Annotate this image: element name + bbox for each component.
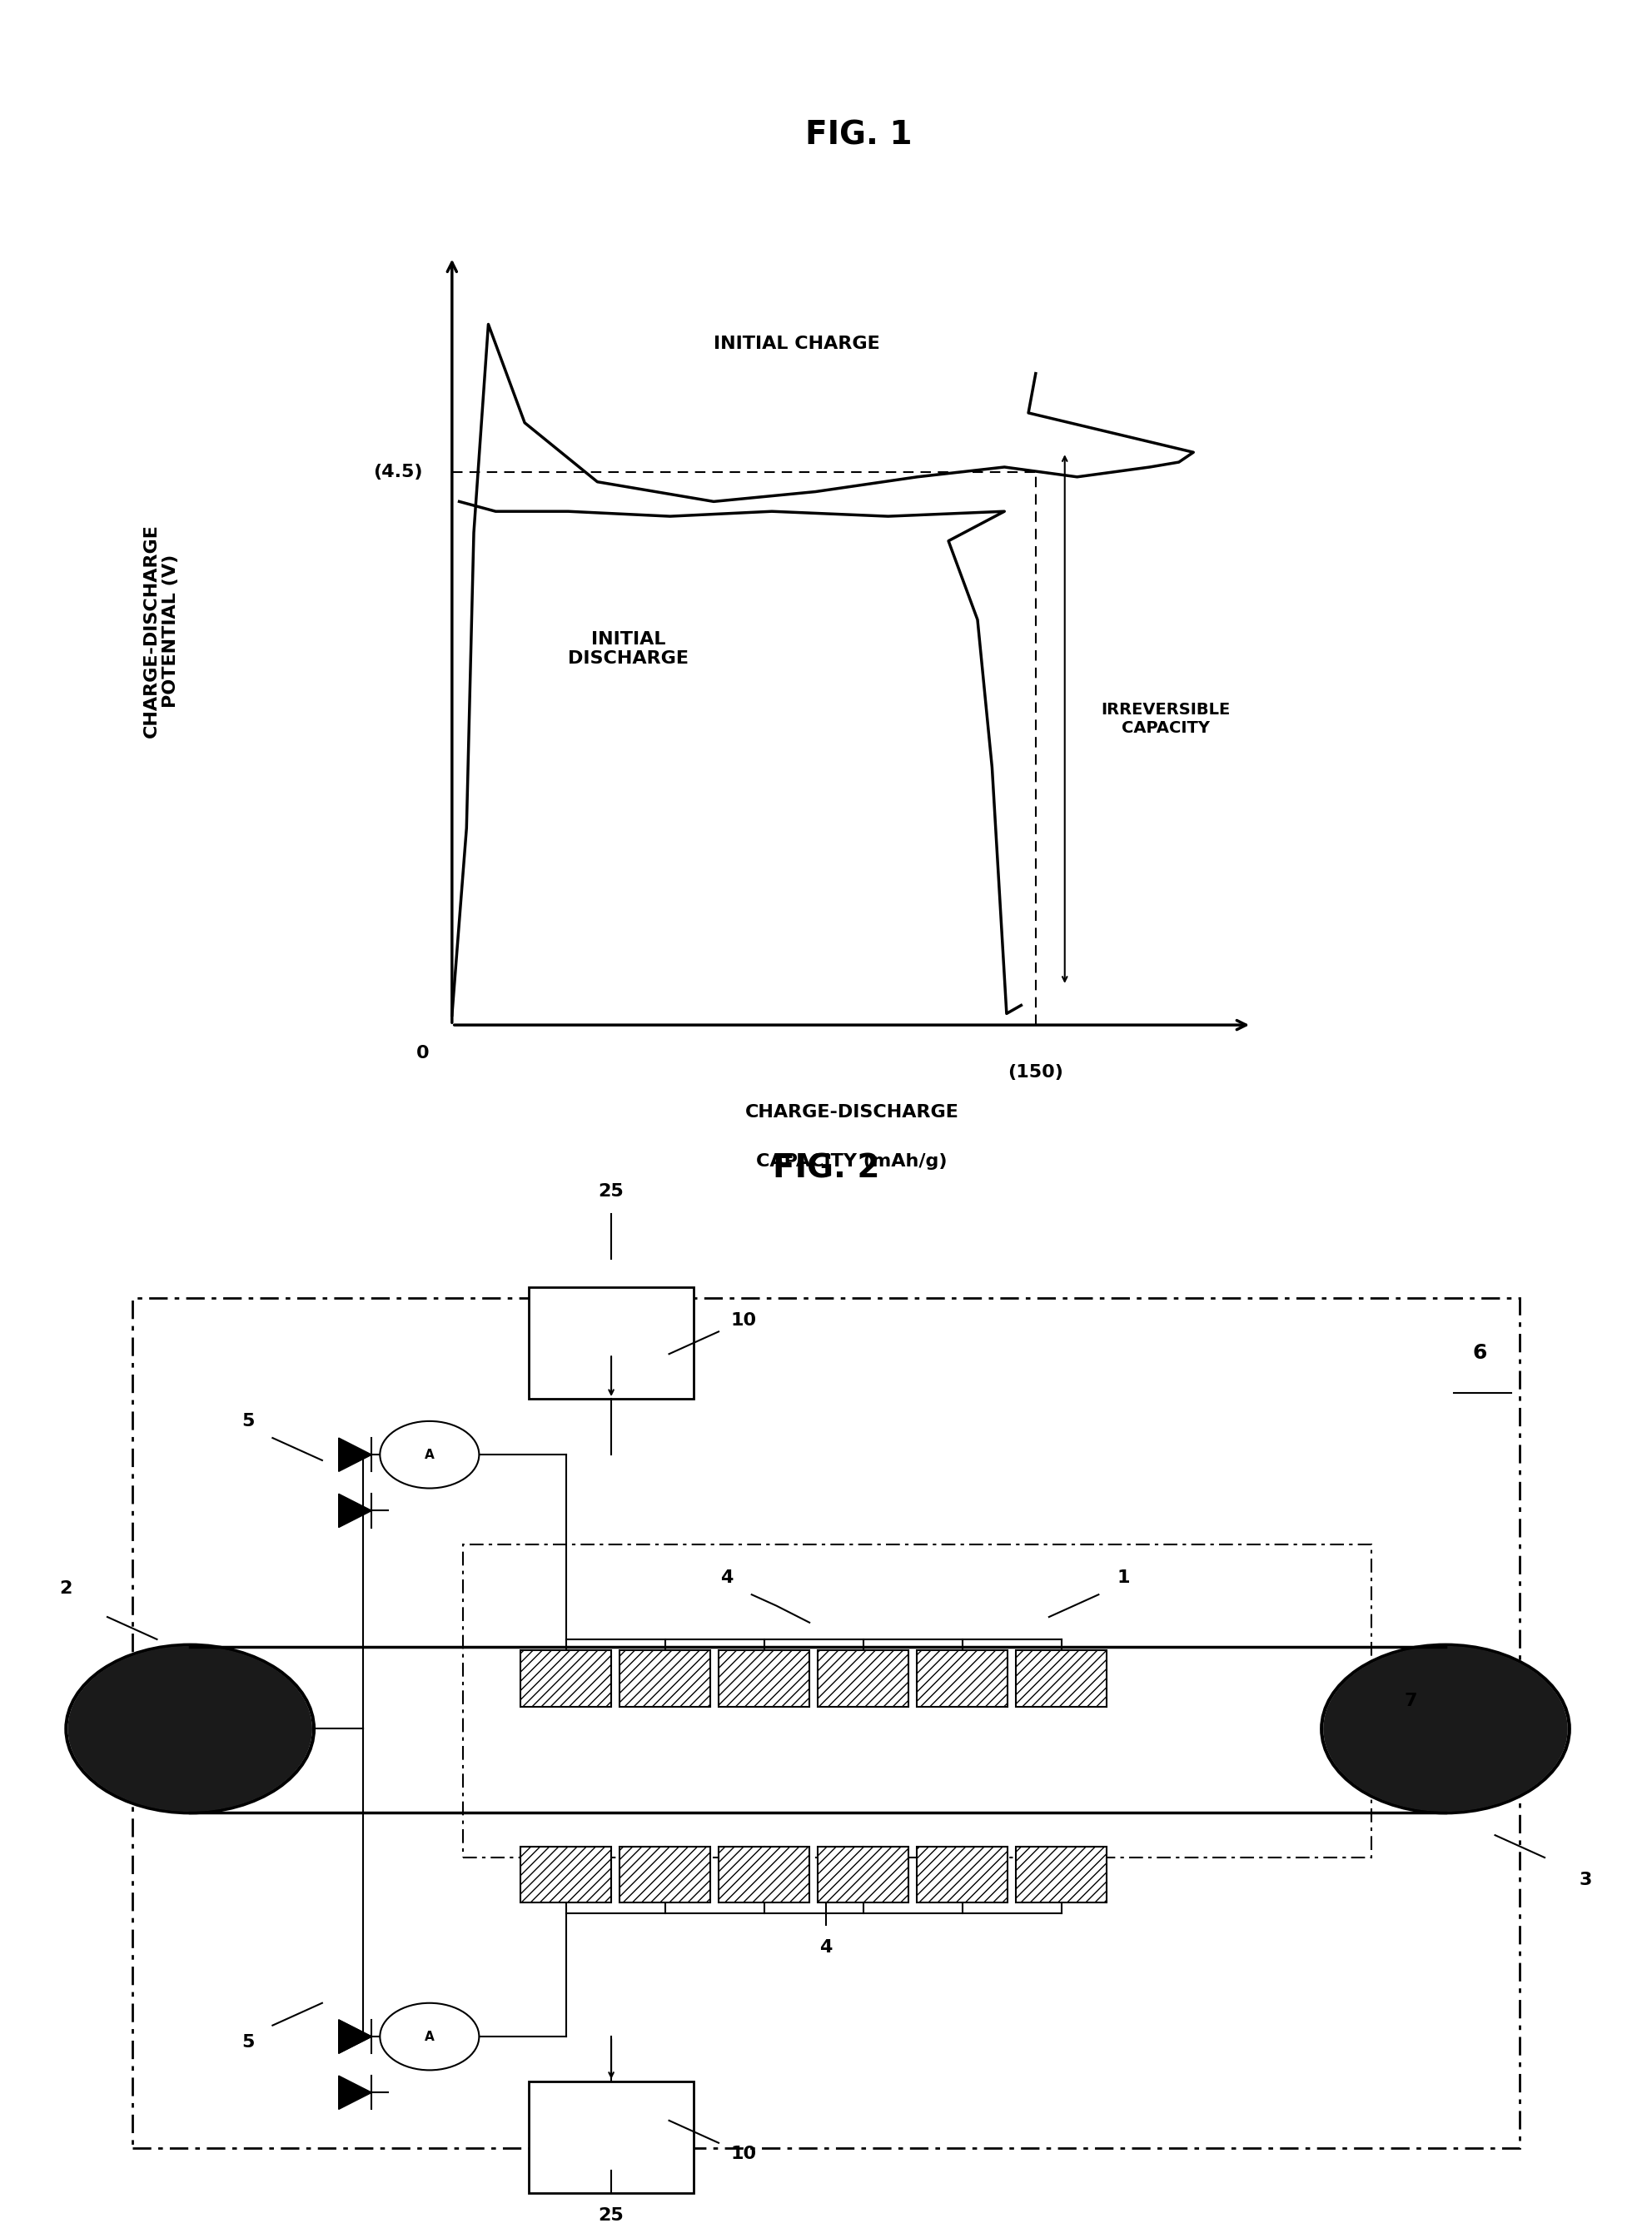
Text: 6: 6 [1472, 1343, 1487, 1363]
Text: (4.5): (4.5) [373, 463, 423, 481]
Circle shape [66, 1645, 314, 1813]
Bar [463, 1544, 1371, 1858]
Text: 2: 2 [59, 1580, 73, 1598]
Bar [132, 1298, 1520, 2148]
Text: INITIAL CHARGE: INITIAL CHARGE [714, 336, 881, 351]
Bar [719, 1652, 809, 1705]
Bar [620, 1652, 710, 1705]
Bar [818, 1846, 909, 1902]
Text: CHARGE-DISCHARGE: CHARGE-DISCHARGE [745, 1103, 958, 1121]
Bar [719, 1652, 809, 1705]
Circle shape [380, 2003, 479, 2070]
Text: A: A [425, 2030, 434, 2043]
Bar [620, 1652, 710, 1705]
Text: INITIAL
DISCHARGE: INITIAL DISCHARGE [568, 631, 689, 667]
Polygon shape [339, 1439, 372, 1473]
Bar [620, 1846, 710, 1902]
Bar [1016, 1846, 1107, 1902]
Text: 4: 4 [720, 1569, 733, 1587]
Text: 4: 4 [819, 1938, 833, 1956]
Text: (150): (150) [1008, 1065, 1064, 1081]
Polygon shape [339, 2021, 372, 2054]
Text: IRREVERSIBLE
CAPACITY: IRREVERSIBLE CAPACITY [1102, 703, 1231, 736]
Bar [917, 1652, 1008, 1705]
Bar [1016, 1652, 1107, 1705]
Circle shape [380, 1421, 479, 1488]
Text: CAPACITY (mAh/g): CAPACITY (mAh/g) [757, 1153, 947, 1170]
Polygon shape [339, 2021, 372, 2054]
Bar [520, 1846, 611, 1902]
Bar [520, 1652, 611, 1705]
Bar [1016, 1846, 1107, 1902]
Circle shape [68, 1647, 312, 1813]
Bar [818, 1846, 909, 1902]
Text: CHARGE-DISCHARGE
POTENTIAL (V): CHARGE-DISCHARGE POTENTIAL (V) [144, 524, 178, 739]
Bar [719, 1846, 809, 1902]
Text: 10: 10 [730, 1311, 757, 1329]
Bar [818, 1652, 909, 1705]
Text: 5: 5 [241, 1412, 254, 1430]
Bar [520, 1652, 611, 1705]
FancyBboxPatch shape [529, 1287, 694, 1399]
Polygon shape [339, 1495, 372, 1529]
Text: 7: 7 [1404, 1692, 1417, 1710]
Text: A: A [425, 1448, 434, 1461]
Polygon shape [339, 2077, 372, 2108]
Bar [818, 1652, 909, 1705]
Text: 3: 3 [1579, 1871, 1593, 1889]
Bar [917, 1846, 1008, 1902]
Text: 1: 1 [1117, 1569, 1130, 1587]
Text: FIG. 1: FIG. 1 [806, 119, 912, 150]
Text: 25: 25 [598, 2207, 624, 2225]
Bar [620, 1846, 710, 1902]
Circle shape [1323, 1647, 1568, 1813]
Text: 25: 25 [598, 1184, 624, 1200]
Bar [719, 1846, 809, 1902]
Text: 10: 10 [730, 2146, 757, 2162]
Text: FIG. 2: FIG. 2 [773, 1153, 879, 1184]
FancyBboxPatch shape [529, 2081, 694, 2193]
Bar [917, 1846, 1008, 1902]
Text: 0: 0 [416, 1045, 430, 1061]
Bar [520, 1846, 611, 1902]
Bar [1016, 1652, 1107, 1705]
Bar [917, 1652, 1008, 1705]
Text: 5: 5 [241, 2034, 254, 2050]
Circle shape [1322, 1645, 1569, 1813]
